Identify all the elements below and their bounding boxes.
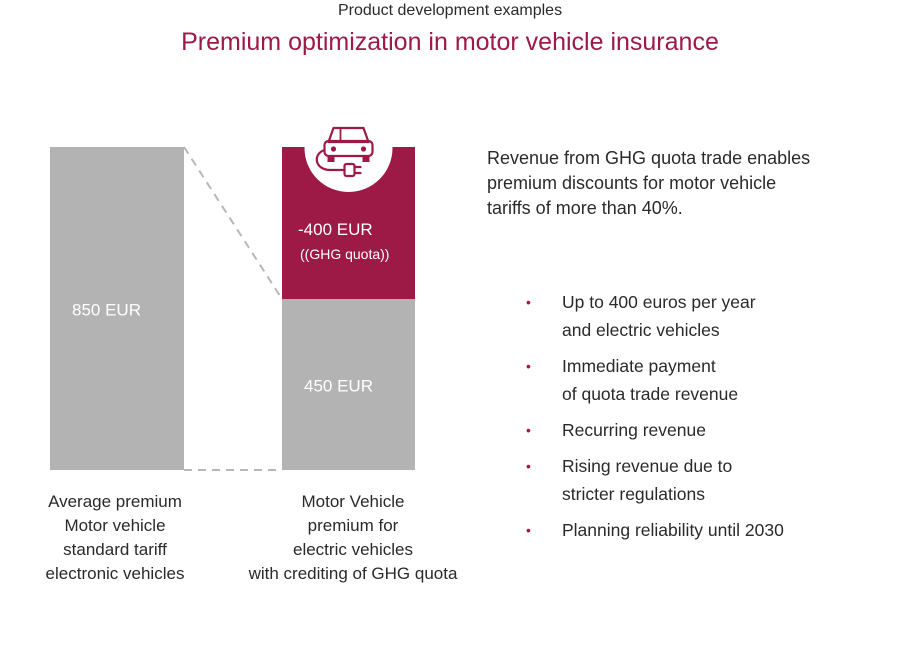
benefit-text: Recurring revenue xyxy=(562,420,706,440)
bullet-dot-icon: • xyxy=(526,522,531,538)
benefit-item: • Planning reliability until 2030 xyxy=(522,516,882,544)
bar-value-label: 450 EUR xyxy=(304,377,373,396)
benefit-list: • Up to 400 euros per year and electric ve… xyxy=(522,288,882,552)
bar-value-sublabel: ((GHG quota)) xyxy=(300,246,389,262)
bar-segment xyxy=(50,147,184,470)
caption-ghg-premium: Motor Vehicle premium for electric vehicle… xyxy=(222,490,484,586)
description-line: Revenue from GHG quota trade enables xyxy=(487,148,811,168)
bullet-dot-icon: • xyxy=(526,358,531,374)
page-title: Premium optimization in motor vehicle in… xyxy=(181,28,719,56)
caption-line: electric vehicles xyxy=(293,540,413,559)
electric-car-icon xyxy=(304,104,393,192)
benefit-text: Up to 400 euros per year xyxy=(562,292,756,312)
benefit-text: Immediate payment xyxy=(562,356,716,376)
benefit-item: • Rising revenue due to stricter regulatio… xyxy=(522,452,882,508)
caption-line: electronic vehicles xyxy=(45,564,185,583)
description: Revenue from GHG quota trade enables prem… xyxy=(487,146,877,221)
bullet-dot-icon: • xyxy=(526,294,531,310)
caption-line: premium for xyxy=(307,516,399,535)
benefit-item: • Immediate payment of quota trade revenue xyxy=(522,352,882,408)
bar-value-label: 850 EUR xyxy=(72,301,141,320)
caption-standard-tariff: Average premium Motor vehicle standard tar… xyxy=(20,490,210,586)
benefit-text: and electric vehicles xyxy=(562,320,720,340)
description-line: tariffs of more than 40%. xyxy=(487,198,683,218)
caption-line: Motor Vehicle xyxy=(301,492,405,511)
premium-bar-chart: 850 EUR 450 EUR -400 EUR ((GHG quota)) xyxy=(50,104,415,471)
caption-line: with crediting of GHG quota xyxy=(248,564,458,583)
bar-value-label: -400 EUR xyxy=(298,220,373,239)
benefit-text: Rising revenue due to xyxy=(562,456,733,476)
benefit-item: • Up to 400 euros per year and electric ve… xyxy=(522,288,882,344)
caption-line: Average premium xyxy=(48,492,182,511)
caption-line: standard tariff xyxy=(63,540,167,559)
description-line: premium discounts for motor vehicle xyxy=(487,173,777,193)
benefit-text: of quota trade revenue xyxy=(562,384,739,404)
bullet-dot-icon: • xyxy=(526,422,531,438)
connector-line xyxy=(183,146,283,300)
benefit-text: stricter regulations xyxy=(562,484,705,504)
supertitle: Product development examples xyxy=(337,2,563,19)
caption-line: Motor vehicle xyxy=(64,516,166,535)
benefit-text: Planning reliability until 2030 xyxy=(562,520,784,540)
benefit-item: • Recurring revenue xyxy=(522,416,882,444)
bullet-dot-icon: • xyxy=(526,458,531,474)
bar-segment xyxy=(282,299,415,470)
